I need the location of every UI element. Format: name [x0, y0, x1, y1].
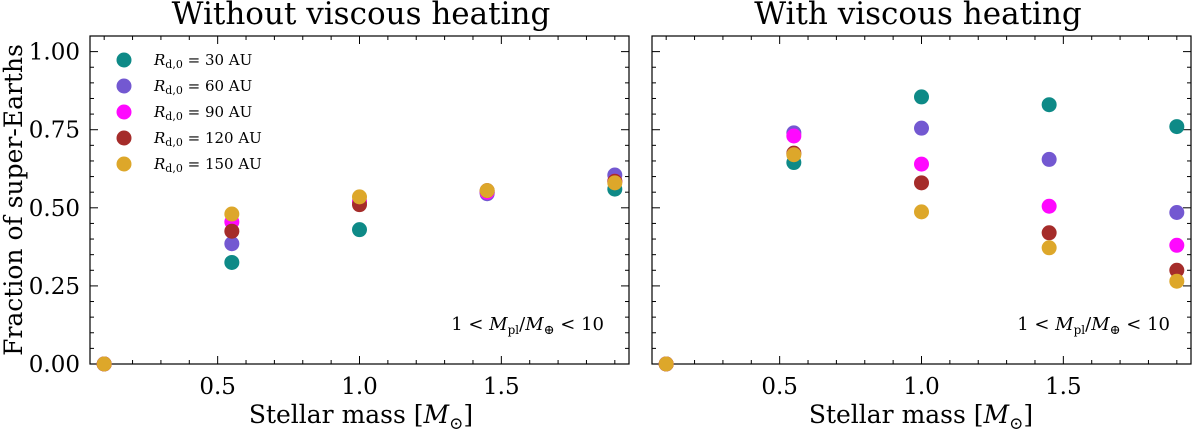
- panel-title: With viscous heating: [754, 0, 1082, 32]
- legend-label: Rd,0 = 90 AU: [153, 103, 252, 123]
- data-point: [607, 175, 623, 191]
- y-axis-label: Fraction of super-Earths: [0, 44, 28, 356]
- x-tick-label: 1.5: [483, 374, 520, 400]
- plot-frame: [651, 35, 1192, 365]
- data-point: [1041, 225, 1057, 241]
- data-point: [1041, 151, 1057, 167]
- panel-title: Without viscous heating: [172, 0, 551, 32]
- data-point: [96, 356, 112, 372]
- panel-left: Without viscous heating 0.5 1.0 1.5 0.00 0.2…: [0, 0, 630, 432]
- legend: Rd,0 = 30 AU Rd,0 = 60 AU Rd,0 = 90 AU Rd,0…: [116, 51, 262, 175]
- x-axis-label: Stellar mass [M⊙]: [809, 400, 1033, 432]
- data-point: [914, 175, 929, 191]
- y-tick-label: 0.75: [29, 118, 80, 144]
- points-group: [658, 89, 1185, 372]
- legend-marker: [116, 104, 132, 120]
- data-point: [658, 356, 674, 372]
- data-point: [224, 206, 240, 222]
- data-point: [1169, 204, 1185, 220]
- y-tick-label: 1.00: [29, 40, 80, 66]
- data-point: [224, 254, 240, 270]
- data-point: [1169, 262, 1185, 278]
- data-point: [352, 189, 367, 205]
- legend-marker: [116, 78, 132, 94]
- data-point: [1169, 237, 1185, 253]
- data-point: [1169, 273, 1185, 289]
- x-tick-label: 1.0: [341, 374, 378, 400]
- y-tick-label: 0.00: [29, 352, 80, 378]
- legend-label: Rd,0 = 30 AU: [153, 51, 252, 71]
- data-point: [786, 147, 802, 163]
- legend-label: Rd,0 = 60 AU: [153, 77, 252, 97]
- legend-marker: [116, 52, 132, 68]
- tick-group: 0.5 1.0 1.5: [652, 35, 1191, 400]
- x-tick-label: 1.5: [1045, 374, 1082, 400]
- data-point: [224, 223, 240, 239]
- y-tick-label: 0.25: [29, 274, 80, 300]
- data-point: [1041, 198, 1057, 214]
- data-point: [479, 183, 495, 199]
- mass-range-annotation: 1 < Mpl/M⊕ < 10: [451, 314, 604, 338]
- legend-marker: [116, 130, 132, 146]
- data-point: [914, 120, 929, 136]
- panel-right: With viscous heating 0.5 1.0 1.5 1 < Mpl/M…: [651, 0, 1192, 432]
- data-point: [914, 204, 929, 220]
- data-point: [224, 236, 240, 252]
- data-point: [786, 128, 802, 144]
- data-point: [914, 156, 929, 172]
- legend-label: Rd,0 = 150 AU: [153, 155, 262, 175]
- x-tick-label: 0.5: [199, 374, 236, 400]
- data-point: [1041, 97, 1057, 113]
- data-point: [1169, 119, 1185, 135]
- x-axis-label: Stellar mass [M⊙]: [249, 400, 473, 432]
- x-tick-label: 0.5: [761, 374, 798, 400]
- data-point: [352, 222, 367, 238]
- mass-range-annotation: 1 < Mpl/M⊕ < 10: [1017, 314, 1170, 338]
- x-tick-label: 1.0: [903, 374, 940, 400]
- tick-group: 0.5 1.0 1.5 0.00 0.25 0.50 0.75 1.00: [29, 35, 629, 400]
- y-tick-label: 0.50: [29, 196, 80, 222]
- data-point: [914, 89, 929, 105]
- legend-marker: [116, 156, 132, 172]
- legend-label: Rd,0 = 120 AU: [153, 129, 262, 149]
- data-point: [1041, 240, 1057, 256]
- points-group: [96, 167, 623, 372]
